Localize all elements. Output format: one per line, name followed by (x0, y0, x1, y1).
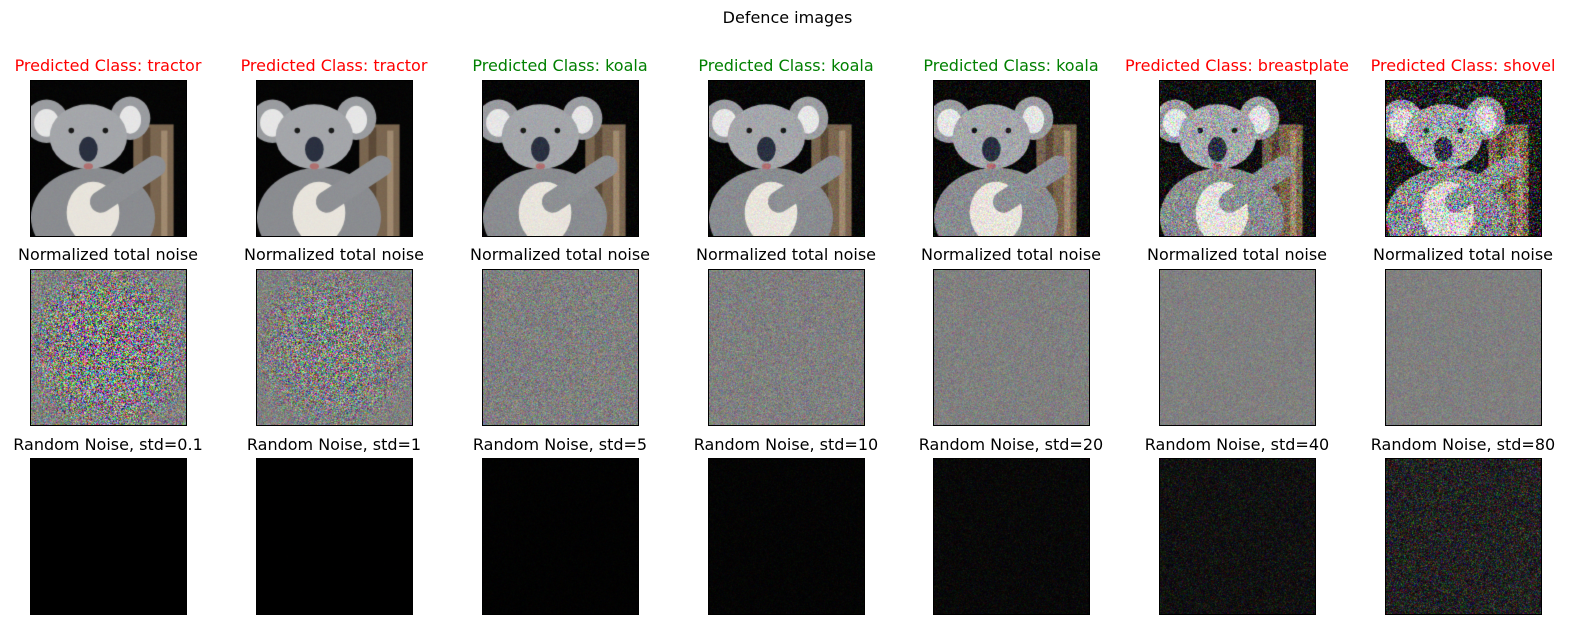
random-noise-image (30, 458, 187, 615)
normalized-noise-image-canvas (934, 270, 1089, 425)
noise-row-label: Normalized total noise (17, 245, 199, 264)
noise-row-label: Normalized total noise (695, 245, 877, 264)
random-noise-image (1159, 458, 1316, 615)
predicted-class-label: Predicted Class: tractor (14, 56, 202, 75)
normalized-noise-image (1159, 269, 1316, 426)
defended-koala-image-canvas (709, 81, 864, 236)
random-noise-image-canvas (483, 459, 638, 614)
predicted-class-label: Predicted Class: breastplate (1125, 56, 1349, 75)
random-noise-image (256, 458, 413, 615)
predicted-class-label: Predicted Class: koala (923, 56, 1099, 75)
random-noise-label: Random Noise, std=1 (246, 435, 422, 454)
defended-koala-image-canvas (483, 81, 638, 236)
random-noise-label: Random Noise, std=80 (1370, 435, 1556, 454)
defended-koala-image (256, 80, 413, 237)
figure-title: Defence images (722, 8, 853, 27)
normalized-noise-image (933, 269, 1090, 426)
noise-row-label: Normalized total noise (469, 245, 651, 264)
random-noise-label: Random Noise, std=10 (693, 435, 879, 454)
predicted-class-label: Predicted Class: koala (472, 56, 648, 75)
random-noise-label: Random Noise, std=5 (472, 435, 648, 454)
random-noise-image-canvas (1386, 459, 1541, 614)
normalized-noise-image (256, 269, 413, 426)
normalized-noise-image-canvas (31, 270, 186, 425)
defended-koala-image (1159, 80, 1316, 237)
random-noise-image (933, 458, 1090, 615)
defended-koala-image (708, 80, 865, 237)
normalized-noise-image-canvas (257, 270, 412, 425)
normalized-noise-image (30, 269, 187, 426)
defended-koala-image-canvas (31, 81, 186, 236)
predicted-class-label: Predicted Class: shovel (1370, 56, 1556, 75)
random-noise-image-canvas (31, 459, 186, 614)
defended-koala-image-canvas (934, 81, 1089, 236)
normalized-noise-image-canvas (1160, 270, 1315, 425)
normalized-noise-image (482, 269, 639, 426)
random-noise-image-canvas (1160, 459, 1315, 614)
defended-koala-image (933, 80, 1090, 237)
defended-koala-image-canvas (257, 81, 412, 236)
random-noise-image-canvas (709, 459, 864, 614)
random-noise-image (1385, 458, 1542, 615)
defended-koala-image (1385, 80, 1542, 237)
random-noise-image (482, 458, 639, 615)
predicted-class-label: Predicted Class: koala (698, 56, 874, 75)
normalized-noise-image (1385, 269, 1542, 426)
random-noise-label: Random Noise, std=40 (1144, 435, 1330, 454)
noise-row-label: Normalized total noise (1372, 245, 1554, 264)
noise-row-label: Normalized total noise (920, 245, 1102, 264)
normalized-noise-image-canvas (709, 270, 864, 425)
defended-koala-image (482, 80, 639, 237)
defended-koala-image (30, 80, 187, 237)
normalized-noise-image (708, 269, 865, 426)
random-noise-image-canvas (934, 459, 1089, 614)
random-noise-image (708, 458, 865, 615)
noise-row-label: Normalized total noise (243, 245, 425, 264)
defended-koala-image-canvas (1386, 81, 1541, 236)
defended-koala-image-canvas (1160, 81, 1315, 236)
normalized-noise-image-canvas (1386, 270, 1541, 425)
random-noise-label: Random Noise, std=20 (918, 435, 1104, 454)
predicted-class-label: Predicted Class: tractor (240, 56, 428, 75)
random-noise-label: Random Noise, std=0.1 (13, 435, 203, 454)
noise-row-label: Normalized total noise (1146, 245, 1328, 264)
random-noise-image-canvas (257, 459, 412, 614)
normalized-noise-image-canvas (483, 270, 638, 425)
